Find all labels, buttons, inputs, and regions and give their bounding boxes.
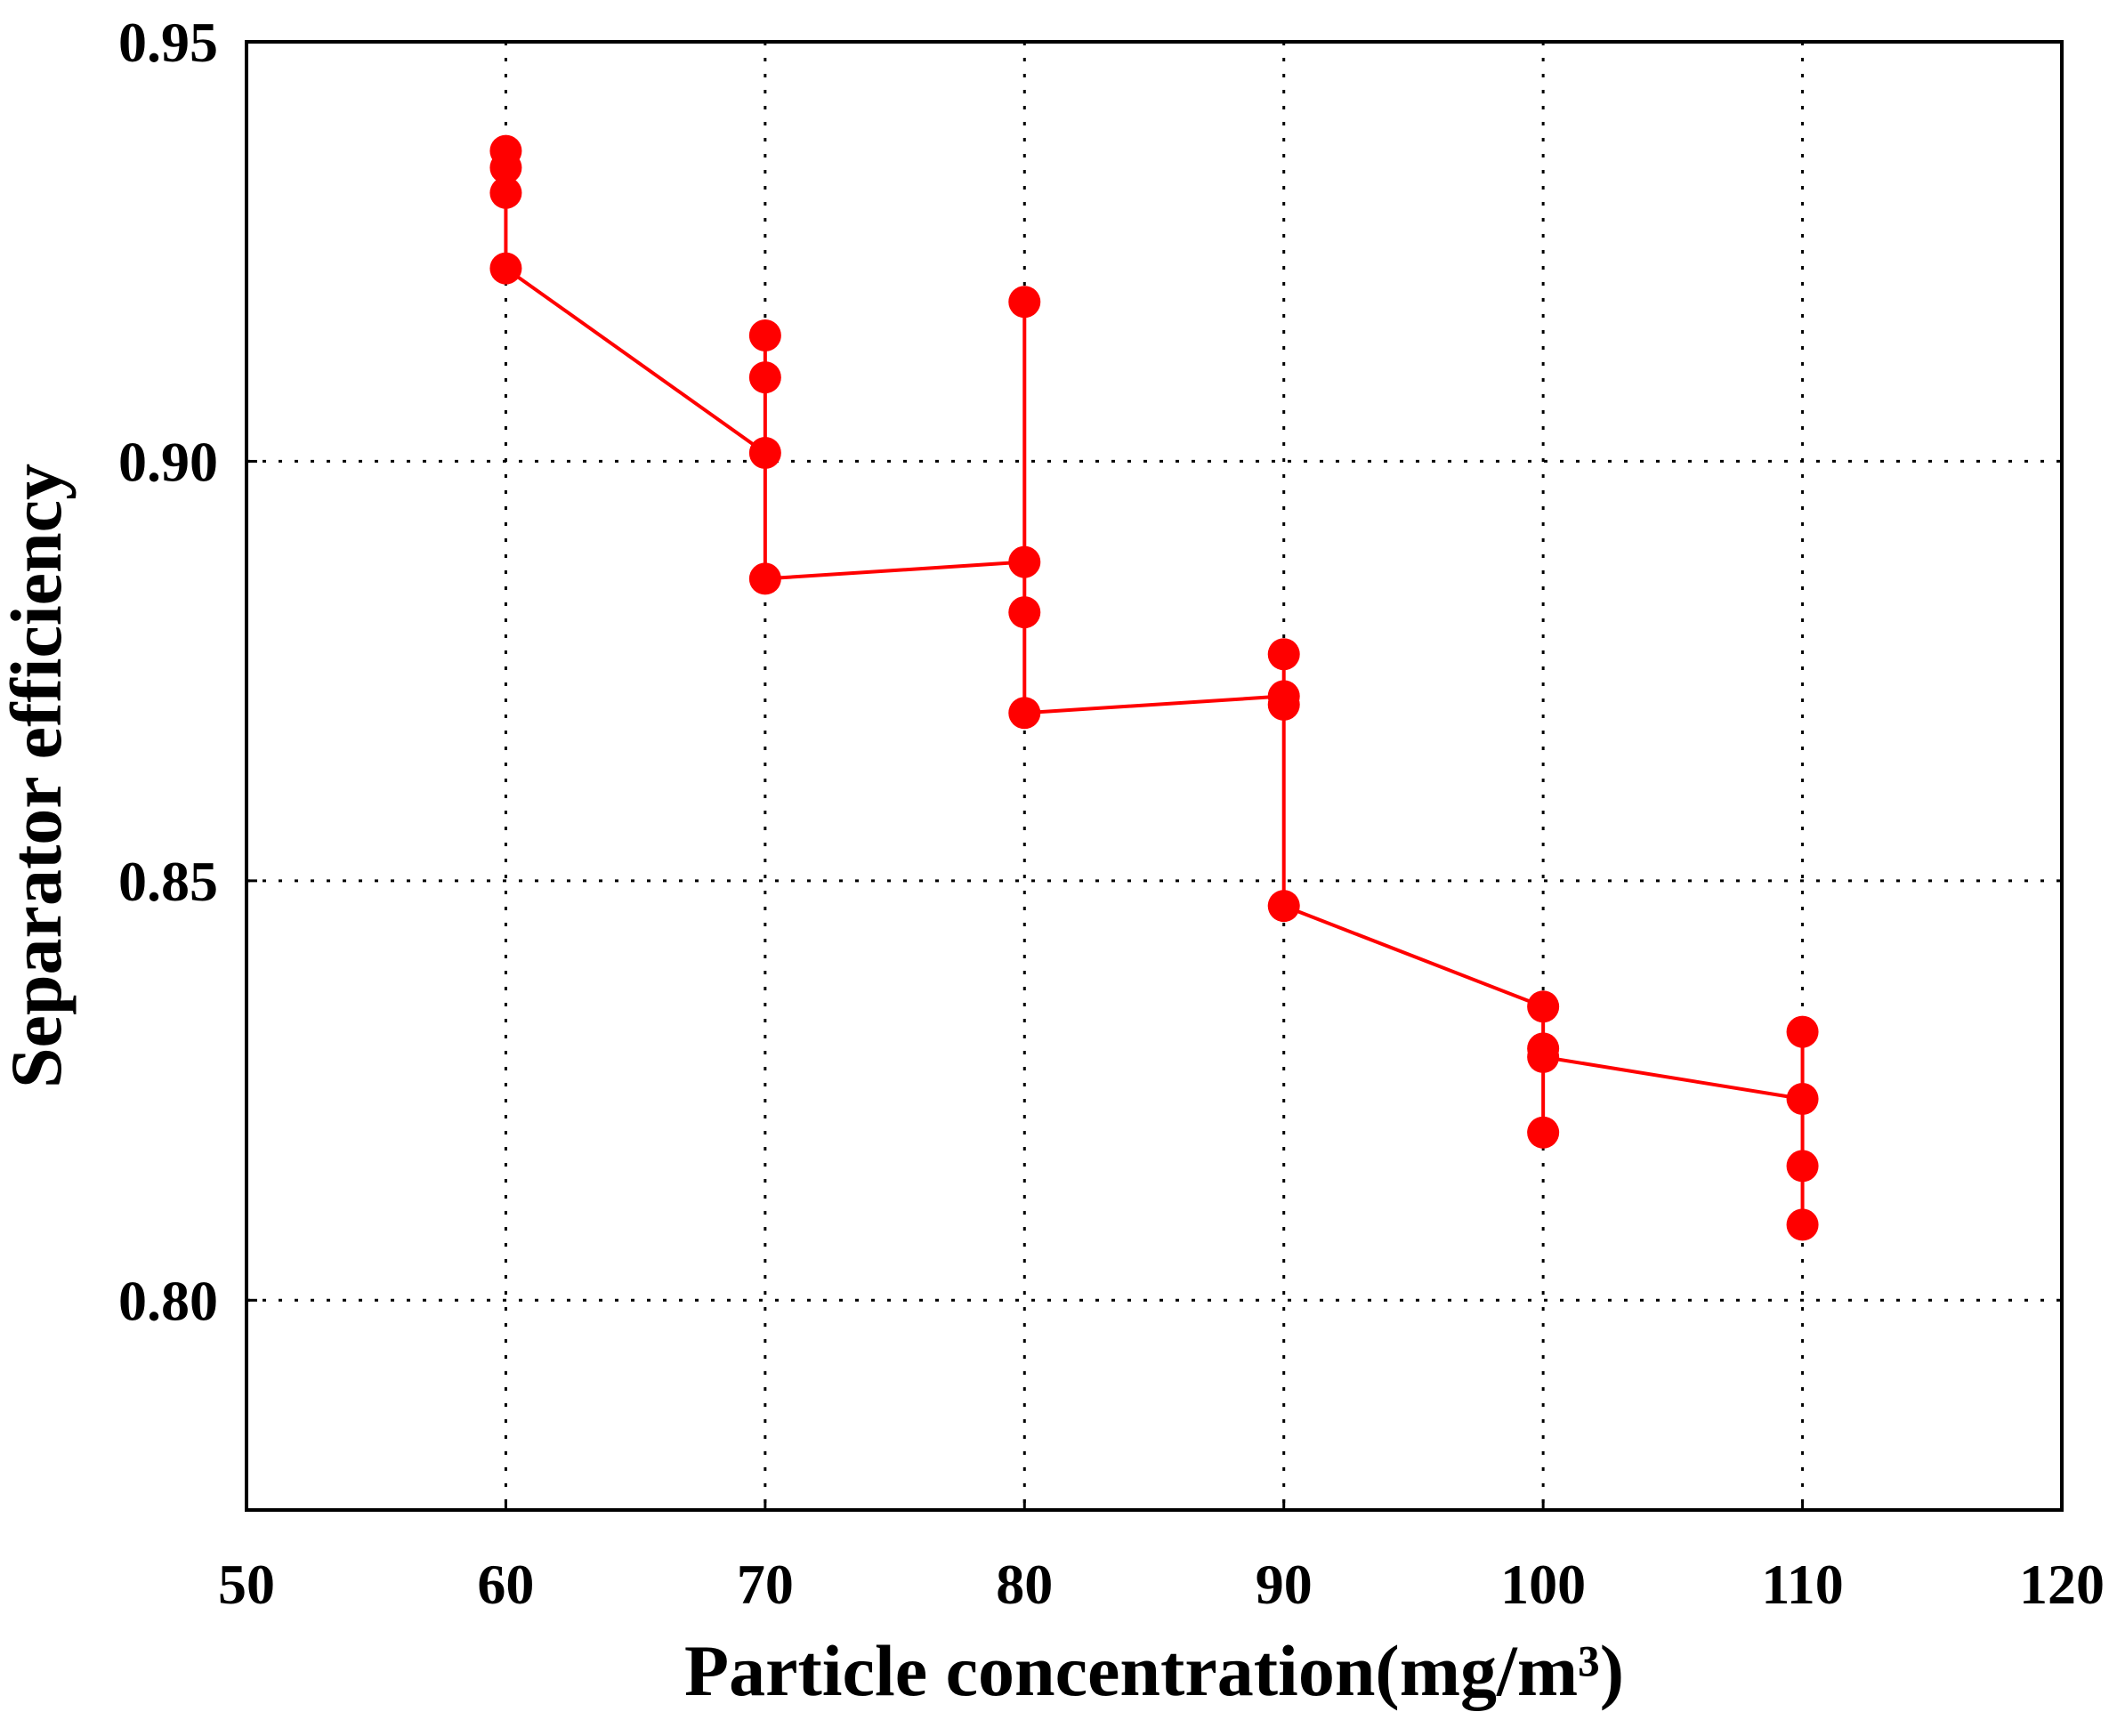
x-tick-label: 50 — [218, 1553, 275, 1616]
data-point — [489, 252, 522, 285]
axis-ticks: 50 60 70 80 90 100 110 120 0.80 0.85 0.90 0.95 — [118, 11, 2105, 1616]
x-tick-label: 110 — [1761, 1553, 1843, 1616]
x-tick-label: 60 — [477, 1553, 534, 1616]
data-point — [1527, 1116, 1560, 1149]
x-tick-label: 90 — [1256, 1553, 1313, 1616]
data-point — [1267, 890, 1300, 923]
data-point — [1008, 286, 1041, 319]
y-tick-label: 0.90 — [118, 430, 218, 493]
y-tick-label: 0.85 — [118, 850, 218, 913]
x-tick-label: 100 — [1500, 1553, 1586, 1616]
x-tick-label: 80 — [996, 1553, 1053, 1616]
data-point — [748, 562, 781, 595]
data-point — [1267, 638, 1300, 671]
y-tick-label: 0.95 — [118, 11, 218, 74]
data-point — [1786, 1015, 1819, 1048]
data-point — [1786, 1150, 1819, 1183]
x-axis-title: Particle concentration(mg/m³) — [684, 1630, 1624, 1711]
y-axis-title: Separator efficiency — [0, 464, 77, 1088]
data-point — [1527, 1040, 1560, 1073]
plot-frame — [245, 40, 2064, 1512]
data-point — [1267, 688, 1300, 721]
data-point — [489, 176, 522, 209]
data-point — [1008, 545, 1041, 578]
series-line — [504, 150, 1805, 1225]
x-tick-label: 120 — [2019, 1553, 2105, 1616]
data-point — [748, 319, 781, 351]
data-point — [1008, 697, 1041, 730]
data-point — [489, 151, 522, 184]
data-point — [1527, 990, 1560, 1023]
x-tick-label: 70 — [737, 1553, 794, 1616]
y-tick-label: 0.80 — [118, 1269, 218, 1332]
data-point — [748, 437, 781, 469]
data-point — [1008, 596, 1041, 629]
data-point — [1786, 1208, 1819, 1241]
data-series — [489, 134, 1819, 1241]
data-point — [748, 361, 781, 394]
data-point — [1786, 1083, 1819, 1115]
